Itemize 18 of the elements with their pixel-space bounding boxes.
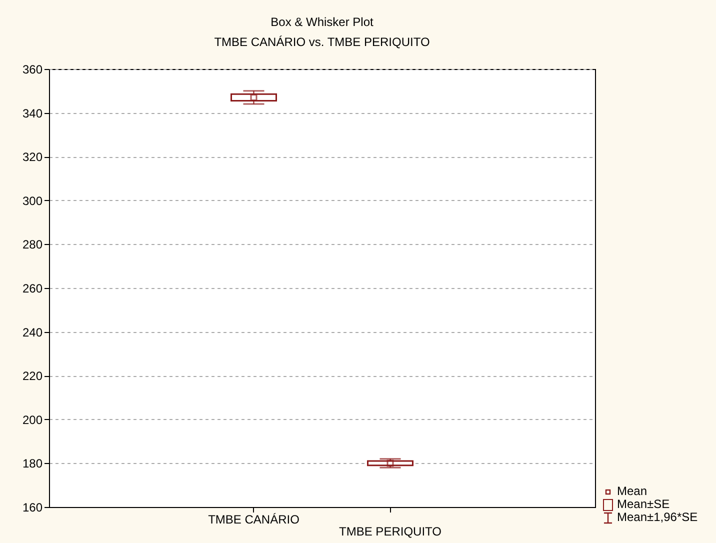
y-tick-label: 320 <box>22 150 43 164</box>
x-tick-label: TMBE PERIQUITO <box>339 524 442 538</box>
y-tick-label: 220 <box>22 369 43 384</box>
text: Mean±SE <box>617 497 670 511</box>
text: Mean±1,96*SE <box>617 510 698 524</box>
y-tick-label: 200 <box>22 412 43 427</box>
y-tick-label: 160 <box>22 500 43 514</box>
text: Mean <box>617 484 648 498</box>
y-tick-label: 240 <box>22 325 43 340</box>
y-tick-label: 280 <box>22 238 43 252</box>
y-tick-label: 180 <box>22 456 43 471</box>
y-tick-label: 260 <box>22 282 43 296</box>
y-tick-label: 340 <box>22 106 43 120</box>
y-tick-label: 360 <box>22 62 43 76</box>
x-tick-label: TMBE CANÁRIO <box>208 512 300 526</box>
chart-title: Box & Whisker Plot <box>270 15 374 29</box>
chart-subtitle: TMBE CANÁRIO vs. TMBE PERIQUITO <box>214 35 430 49</box>
y-tick-label: 300 <box>22 194 43 208</box>
